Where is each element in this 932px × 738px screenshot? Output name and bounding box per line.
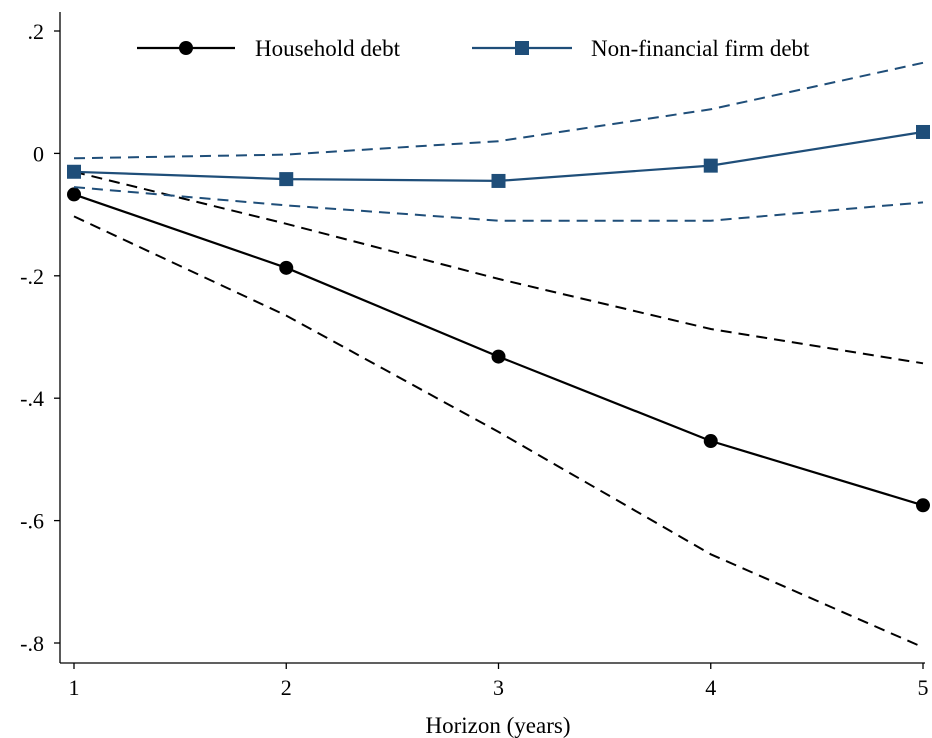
ci-lower-line-firm <box>73 186 924 222</box>
x-tick-label: 3 <box>493 675 504 700</box>
y-tick-label: -.8 <box>20 631 44 656</box>
data-point-household <box>67 187 81 202</box>
y-tick-label: 0 <box>33 141 44 166</box>
data-point-firm <box>703 158 718 173</box>
data-point-household <box>279 260 294 275</box>
legend-marker-household <box>179 41 193 55</box>
x-tick-label: 4 <box>705 675 716 700</box>
ci-upper-line-household <box>73 170 924 365</box>
x-tick-label: 5 <box>918 675 929 700</box>
data-point-firm <box>67 164 81 179</box>
y-tick-label: -.6 <box>20 509 44 534</box>
plot-area <box>67 61 930 649</box>
ci-lower-line-household <box>73 215 924 649</box>
y-tick-label: -.2 <box>20 264 44 289</box>
x-axis-title: Horizon (years) <box>426 713 571 738</box>
x-axis: 1 2 3 4 5 <box>60 662 929 700</box>
data-point-firm <box>916 124 930 139</box>
data-point-household <box>491 349 506 364</box>
legend-marker-firm <box>515 41 529 55</box>
legend: Household debt Non-financial firm debt <box>137 36 810 61</box>
data-point-household <box>916 498 930 513</box>
ci-upper-line-firm <box>73 61 924 160</box>
data-point-firm <box>279 172 294 187</box>
x-tick-label: 2 <box>281 675 292 700</box>
data-point-household <box>703 434 718 449</box>
y-tick-label: .2 <box>28 19 45 44</box>
y-tick-label: -.4 <box>20 386 44 411</box>
legend-label-firm: Non-financial firm debt <box>591 36 810 61</box>
y-axis: .2 0 -.2 -.4 -.6 -.8 <box>20 12 61 663</box>
data-point-firm <box>491 173 506 188</box>
x-tick-label: 1 <box>69 675 80 700</box>
legend-label-household: Household debt <box>255 36 401 61</box>
